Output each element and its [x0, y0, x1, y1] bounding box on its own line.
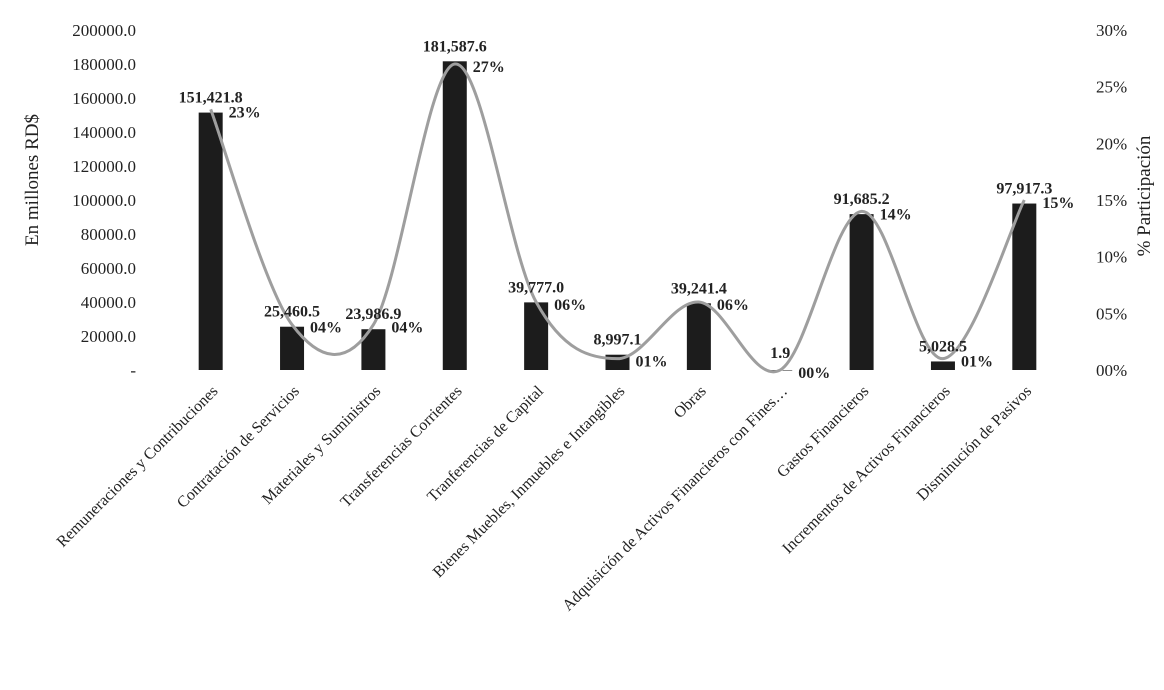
percent-label: 06% [554, 297, 586, 314]
percent-label: 14% [880, 206, 912, 223]
y2-tick-label: 20% [1096, 134, 1127, 153]
bar [686, 303, 711, 370]
percent-line [209, 62, 1026, 374]
value-label: 39,241.4 [671, 280, 727, 297]
y-axis-ticks: - 20000.0 40000.0 60000.0 80000.0 100000.0 120… [72, 21, 136, 380]
percent-label: 01% [961, 354, 993, 371]
value-label: 5,028.5 [919, 338, 967, 355]
y-tick-label: 160000.0 [72, 89, 136, 108]
y-axis-title: En millones RD$ [22, 114, 43, 246]
percent-label: 04% [310, 320, 342, 337]
value-label: 91,685.2 [834, 191, 890, 208]
percent-label: 04% [391, 320, 423, 337]
y-tick-label: 140000.0 [72, 123, 136, 142]
y2-tick-label: 10% [1096, 248, 1127, 267]
bar [849, 214, 874, 370]
value-label: 25,460.5 [264, 304, 320, 321]
bar [1012, 203, 1037, 370]
value-label: 23,986.9 [345, 306, 401, 323]
category-label: Obras [671, 383, 710, 422]
value-label: 8,997.1 [594, 332, 642, 349]
y-tick-label: 20000.0 [81, 327, 136, 346]
percent-label: 00% [798, 365, 830, 382]
bar [198, 112, 223, 370]
bar [442, 61, 467, 370]
y2-tick-label: 05% [1096, 304, 1127, 323]
y2-axis-ticks: 00% 05% 10% 15% 20% 25% 30% [1096, 21, 1127, 380]
y2-axis-title: % Participación [1134, 135, 1155, 256]
y-tick-label: 60000.0 [81, 259, 136, 278]
value-label: 39,777.0 [508, 279, 564, 296]
category-label: Remuneraciones y Contribuciones [54, 383, 222, 551]
bar [930, 361, 955, 370]
value-label: 151,421.8 [179, 90, 243, 107]
y2-tick-label: 30% [1096, 21, 1127, 40]
category-labels: Remuneraciones y ContribucionesContratac… [54, 382, 1035, 614]
percent-label: 06% [717, 297, 749, 314]
percent-label: 23% [229, 104, 261, 121]
y-tick-label: 180000.0 [72, 55, 136, 74]
percent-label: 01% [636, 354, 668, 371]
value-label: 1.9 [770, 345, 790, 362]
y-tick-label: 40000.0 [81, 293, 136, 312]
bar [524, 302, 549, 370]
data-labels: 151,421.8 25,460.5 23,986.9 181,587.6 39,777… [179, 38, 1075, 382]
category-label: Incrementos de Activos Financieros [779, 383, 953, 557]
percent-label: 27% [473, 59, 505, 76]
y-tick-label: 100000.0 [72, 191, 136, 210]
y2-tick-label: 15% [1096, 191, 1127, 210]
value-label: 97,917.3 [996, 181, 1052, 198]
y2-tick-label: 00% [1096, 361, 1127, 380]
percent-label: 15% [1042, 195, 1074, 212]
value-label: 181,587.6 [423, 38, 487, 55]
y-tick-label: 200000.0 [72, 21, 136, 40]
y-tick-label: - [130, 361, 136, 380]
y2-tick-label: 25% [1096, 78, 1127, 97]
y-tick-label: 80000.0 [81, 225, 136, 244]
y-tick-label: 120000.0 [72, 157, 136, 176]
